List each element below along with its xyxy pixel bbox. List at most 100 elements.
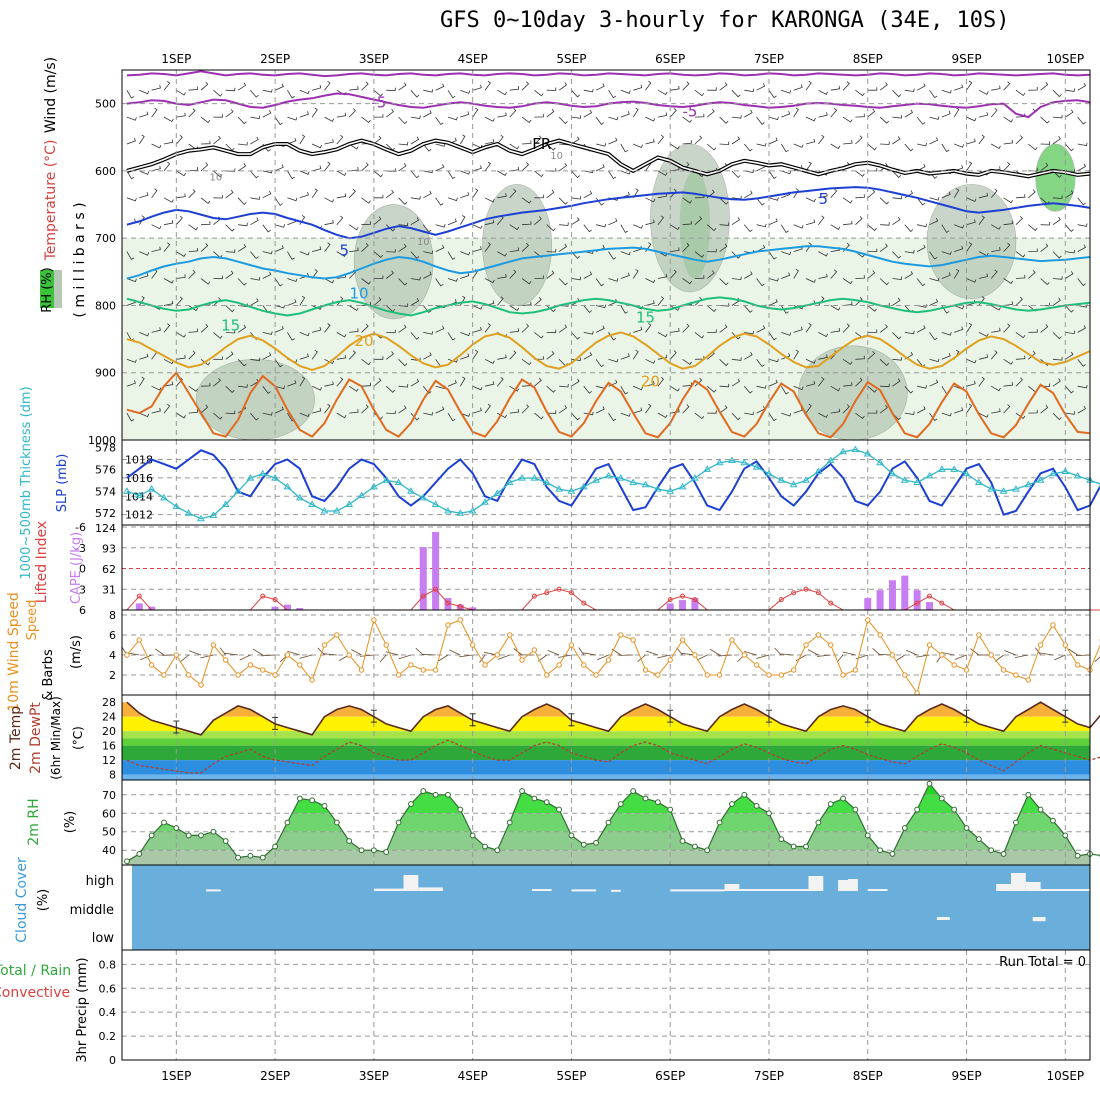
wind-barb [793, 143, 804, 148]
wind-barb-10m [779, 653, 794, 656]
wind-barb [250, 217, 259, 226]
temperature-band [122, 760, 1090, 775]
isotherm-label: 20 [641, 372, 660, 390]
temperature-band [122, 745, 1090, 761]
cape-bar [444, 598, 452, 610]
wind-barb [1089, 305, 1090, 306]
wind-barb [805, 278, 816, 283]
wind-barb [1052, 195, 1063, 200]
wind-barb [842, 197, 853, 204]
wind-barb [200, 404, 209, 414]
wind-barb [632, 269, 639, 279]
lifted-index-marker [815, 590, 821, 596]
wind-barb [410, 217, 420, 226]
wind-barb [706, 270, 715, 279]
wind-speed-marker [334, 632, 340, 638]
wind-barb [151, 107, 158, 118]
rh-marker [445, 791, 451, 798]
y-tick-label: 31 [102, 584, 116, 597]
wind-barb [608, 218, 618, 226]
date-label-top: 9SEP [951, 52, 981, 66]
wind-barb [262, 331, 273, 335]
wind-barb [423, 89, 434, 93]
wind-barb [867, 305, 877, 312]
wind-barb-10m [449, 649, 461, 656]
wind-barb [225, 168, 236, 172]
wind-barb [670, 247, 680, 252]
wind-barb [274, 304, 285, 309]
thickness-marker [592, 476, 601, 483]
wind-barb [731, 115, 742, 119]
wind-barb [941, 332, 952, 336]
date-label-top: 2SEP [260, 52, 290, 66]
wind-barb [559, 383, 569, 388]
wind10m-panel: 8 6 4 2 10m Wind Speed & Barbs (m/s) Speed [6, 592, 1100, 712]
wind-barb [336, 134, 344, 145]
wind-barb [707, 248, 717, 253]
wind-barb [1065, 271, 1074, 279]
wind-barb-10m [954, 654, 967, 660]
cloud-cover-bg [132, 865, 1090, 950]
wind-speed-marker [309, 677, 315, 683]
wind-barb-10m [895, 654, 906, 662]
wind-speed-marker [1050, 622, 1056, 628]
wind-barb [941, 110, 951, 118]
wind-barb [188, 108, 196, 118]
wind-barb [324, 278, 335, 284]
wind-barb [435, 83, 445, 91]
wind-speed-marker [494, 652, 501, 658]
wind-barb [818, 412, 829, 418]
wind-barb-10m [200, 654, 214, 659]
wind-barb [1052, 378, 1061, 387]
y-tick-label: 2 [109, 669, 116, 682]
wind-barb [349, 328, 359, 333]
wind-barb [879, 162, 888, 172]
wind-barb [274, 164, 284, 172]
wind-barb [447, 379, 457, 387]
wind-barb [1089, 332, 1090, 334]
wind-barb [966, 278, 977, 283]
y-tick-label: 0.6 [99, 982, 117, 995]
wind-barb [1028, 143, 1038, 151]
wind-barb [361, 116, 371, 124]
wind-speed-marker [951, 662, 957, 668]
wind-barb [336, 112, 347, 118]
wind-barb [879, 243, 888, 252]
wind-barb [954, 305, 965, 310]
wind-barb [250, 251, 259, 260]
wind-barb [200, 140, 211, 145]
wind-barb [274, 116, 283, 126]
wind-barb [299, 89, 310, 95]
wind-speed-marker [753, 662, 760, 668]
panel-frame [121, 609, 1091, 696]
wind-barb [250, 277, 261, 281]
wind-barb [583, 109, 593, 118]
wind-barb [250, 170, 259, 179]
wind-barb [1015, 412, 1026, 419]
wind-barb [608, 116, 619, 121]
wind-barb [126, 380, 136, 387]
y-tick-label: 600 [95, 165, 116, 178]
rh-marker [1025, 791, 1032, 798]
wind-barb [781, 89, 792, 94]
wind-barb [682, 220, 692, 226]
wind-barb [756, 83, 766, 91]
isotherm-label: FR [532, 135, 551, 153]
wind-barb [521, 162, 530, 172]
wind-barb [1089, 224, 1090, 225]
wind-barb [460, 111, 470, 118]
wind-barb [1052, 216, 1061, 226]
wind-barb [373, 114, 384, 118]
wind-barb [386, 249, 396, 253]
wind-speed-marker [852, 667, 859, 673]
wind-barb [867, 248, 878, 252]
thickness-marker [728, 456, 736, 464]
wind-barb [768, 218, 778, 226]
wind-barb [818, 354, 828, 360]
wind-speed-marker [766, 672, 772, 678]
wind-barb [805, 322, 812, 333]
wind-barb [904, 143, 914, 152]
wind-barb [1065, 351, 1074, 360]
thickness-marker [234, 487, 242, 494]
wind-barb [583, 305, 592, 313]
